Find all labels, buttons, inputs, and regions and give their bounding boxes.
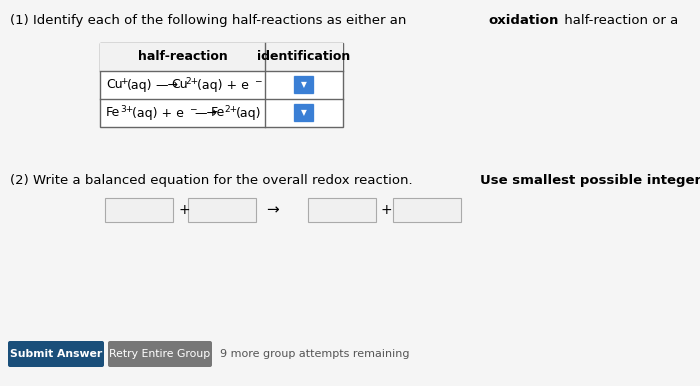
Text: (aq): (aq) (127, 78, 152, 91)
FancyBboxPatch shape (8, 341, 104, 367)
Text: —→: —→ (195, 107, 218, 120)
Text: Retry Entire Group: Retry Entire Group (109, 349, 211, 359)
Text: −: − (254, 76, 262, 86)
Text: 2+: 2+ (186, 76, 199, 86)
Text: (aq): (aq) (236, 107, 262, 120)
FancyBboxPatch shape (188, 198, 256, 222)
Text: 2+: 2+ (225, 105, 238, 113)
Text: (2) Write a balanced equation for the overall redox reaction.: (2) Write a balanced equation for the ov… (10, 174, 417, 187)
Text: (aq) + e: (aq) + e (132, 107, 183, 120)
Text: →: → (266, 203, 279, 217)
FancyBboxPatch shape (100, 43, 343, 127)
Text: Use smallest possible integer coefficients.: Use smallest possible integer coefficien… (480, 174, 700, 187)
Text: −: − (189, 105, 197, 113)
Text: 9 more group attempts remaining: 9 more group attempts remaining (220, 349, 410, 359)
Text: ▼: ▼ (301, 81, 307, 90)
Text: +: + (120, 76, 128, 86)
Text: Cu: Cu (106, 78, 122, 91)
FancyBboxPatch shape (293, 103, 314, 122)
Text: (1) Identify each of the following half-reactions as either an: (1) Identify each of the following half-… (10, 14, 411, 27)
Text: Fe: Fe (210, 107, 225, 120)
Text: ▼: ▼ (301, 108, 307, 117)
Text: (aq) + e: (aq) + e (197, 78, 248, 91)
Text: Cu: Cu (171, 78, 188, 91)
FancyBboxPatch shape (293, 76, 314, 95)
Text: half-reaction or a: half-reaction or a (560, 14, 682, 27)
FancyBboxPatch shape (105, 198, 173, 222)
Text: +: + (178, 203, 190, 217)
Text: Fe: Fe (106, 107, 120, 120)
FancyBboxPatch shape (100, 43, 343, 71)
Text: +: + (381, 203, 393, 217)
FancyBboxPatch shape (308, 198, 376, 222)
FancyBboxPatch shape (393, 198, 461, 222)
Text: Submit Answer: Submit Answer (10, 349, 102, 359)
Text: half-reaction: half-reaction (138, 51, 228, 64)
Text: identification: identification (258, 51, 351, 64)
Text: oxidation: oxidation (488, 14, 559, 27)
FancyBboxPatch shape (108, 341, 212, 367)
Text: —→: —→ (155, 78, 178, 91)
Text: 3+: 3+ (120, 105, 134, 113)
